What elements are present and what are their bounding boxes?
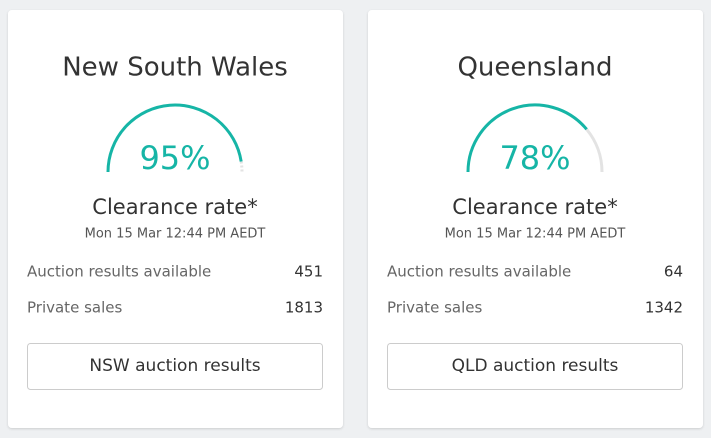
rate-caption: Clearance rate* (452, 195, 617, 219)
row-value: 1813 (285, 299, 323, 317)
gauge-track (239, 161, 244, 173)
row-label: Private sales (27, 299, 122, 317)
button[interactable] (27, 343, 323, 390)
gauge-arc (106, 103, 243, 173)
rate-caption: Clearance rate* (92, 195, 257, 219)
row-value: 64 (664, 263, 683, 281)
rate-label: 95% (139, 139, 210, 177)
rate-label: 78% (499, 139, 570, 177)
button-label[interactable]: QLD auction results (452, 356, 619, 376)
timestamp: Mon 15 Mar 12:44 PM AEDT (85, 227, 266, 242)
card (368, 10, 703, 428)
button-label[interactable]: NSW auction results (89, 356, 260, 376)
card-title: New South Wales (62, 53, 288, 83)
card (8, 10, 343, 428)
button[interactable] (387, 343, 683, 390)
row-label: Private sales (387, 299, 482, 317)
card-title: Queensland (457, 53, 612, 83)
row-label: Auction results available (27, 263, 211, 281)
row-value: 1342 (645, 299, 683, 317)
row-label: Auction results available (387, 263, 571, 281)
timestamp: Mon 15 Mar 12:44 PM AEDT (445, 227, 626, 242)
row-value: 451 (294, 263, 323, 281)
gauge-arc (466, 103, 588, 173)
gauge-track (585, 128, 604, 173)
